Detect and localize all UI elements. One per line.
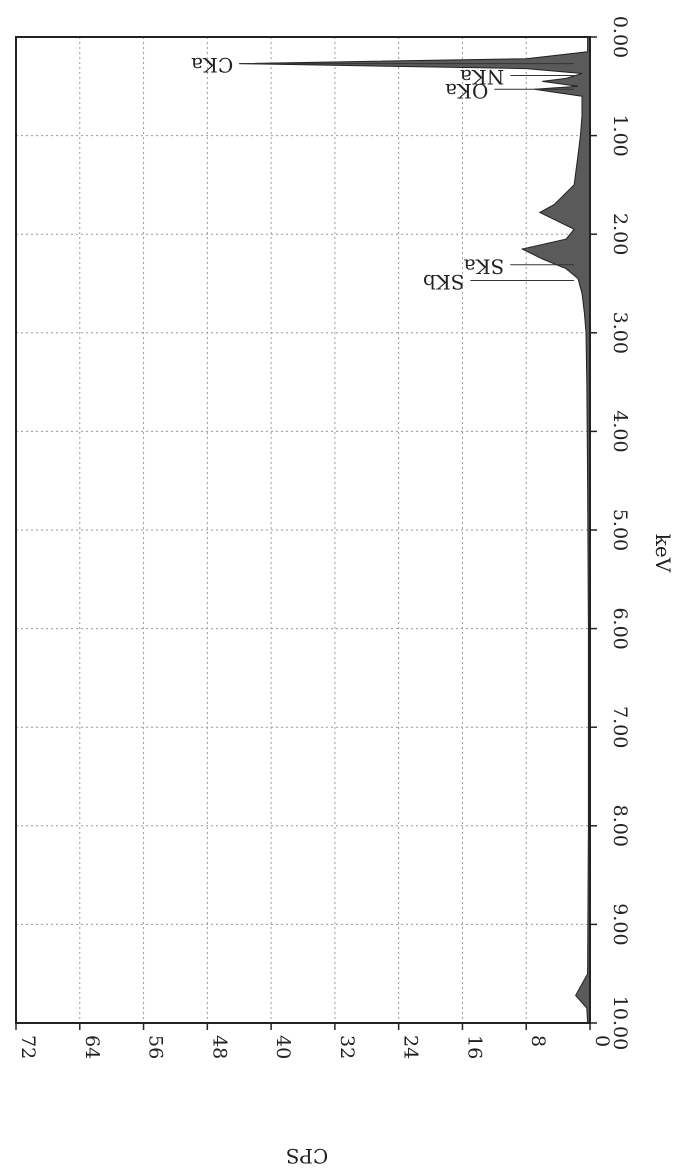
peak-label: NKa [460, 65, 504, 89]
x-tick-label: 2.00 [609, 213, 631, 255]
y-tick-label: 40 [272, 1035, 294, 1059]
y-tick-label: 48 [208, 1035, 230, 1059]
x-tick-label: 3.00 [609, 312, 631, 354]
y-tick-label: 32 [336, 1035, 358, 1059]
y-tick-label: 0 [591, 1035, 613, 1047]
x-tick-label: 5.00 [609, 509, 631, 551]
y-tick-label: 16 [463, 1035, 485, 1059]
tick-labels: 0.00 1.00 2.00 3.00 4.00 5.00 6.00 7.00 8.00 9.00… [15, 16, 631, 1059]
peak-label: SKb [423, 270, 464, 294]
x-axis-title: keV [651, 534, 675, 573]
y-axis-title: CPS [286, 1144, 328, 1168]
x-tick-label: 9.00 [609, 903, 631, 945]
y-tick-label: 8 [527, 1035, 549, 1047]
y-tick-label: 56 [145, 1035, 167, 1059]
y-tick-label: 64 [81, 1035, 103, 1059]
peak-label: CKa [191, 53, 233, 77]
x-tick-label: 0.00 [609, 16, 631, 58]
peak-label: OKa [445, 79, 488, 103]
y-tick-label: 24 [400, 1035, 422, 1059]
grid [16, 37, 590, 1023]
x-tick-label: 1.00 [609, 114, 631, 156]
peak-label: SKa [464, 254, 505, 278]
x-tick-label: 8.00 [609, 805, 631, 847]
x-tick-label: 6.00 [609, 607, 631, 649]
x-tick-label: 4.00 [609, 410, 631, 452]
x-tick-label: 10.00 [609, 996, 631, 1050]
y-tick-label: 72 [17, 1035, 39, 1059]
spectrum-area [239, 36, 591, 1024]
x-tick-label: 7.00 [609, 706, 631, 748]
